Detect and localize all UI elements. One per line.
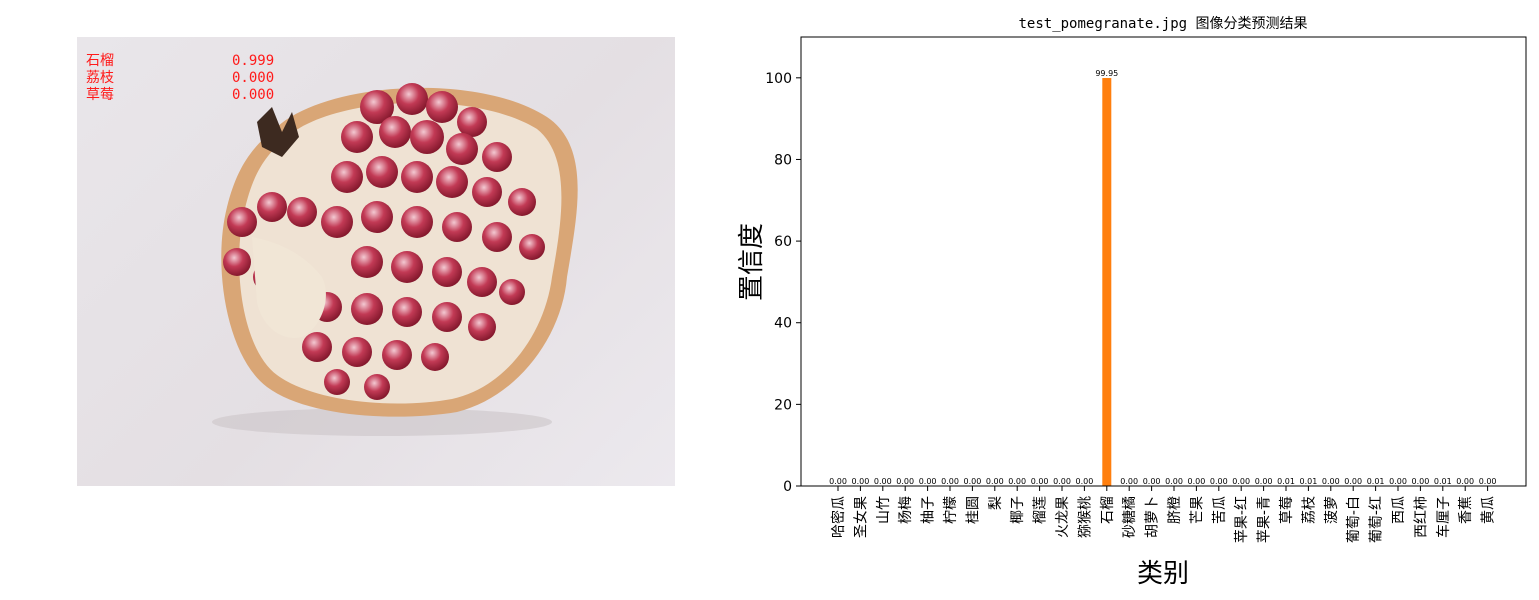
x-tick-label: 杨梅 — [898, 496, 914, 524]
x-tick-label: 车厘子 — [1435, 496, 1452, 538]
bar-value-label: 0.00 — [1187, 477, 1205, 486]
x-tick-label: 苹果-青 — [1257, 496, 1273, 543]
x-tick-label: 荔枝 — [1301, 496, 1317, 524]
fruit-photo: 石榴 0.999 荔枝 0.000 草莓 0.000 — [77, 37, 675, 486]
y-tick-label: 20 — [774, 397, 792, 413]
x-tick-label: 柠檬 — [943, 496, 959, 524]
bar-value-label: 0.00 — [1411, 477, 1429, 486]
x-tick-label: 黄瓜 — [1480, 496, 1497, 524]
seed-cluster — [223, 83, 545, 400]
bar-value-label: 0.00 — [1165, 477, 1183, 486]
x-tick-label: 芒果 — [1189, 496, 1205, 524]
y-tick-label: 80 — [774, 152, 792, 168]
y-tick-label: 0 — [783, 479, 792, 495]
bar-value-labels: 0.00 0.00 0.00 0.00 0.00 0.00 0.00 0.00 0.00 0.00… — [829, 69, 1496, 486]
plot-frame — [800, 36, 1527, 487]
prediction-score: 0.000 — [232, 87, 275, 103]
bar-value-label: 0.00 — [896, 477, 914, 486]
x-tick-label: 苹果-红 — [1234, 496, 1250, 543]
bar-value-label: 0.00 — [1053, 477, 1071, 486]
bar-value-label: 0.00 — [1031, 477, 1049, 486]
prediction-score: 0.999 — [232, 53, 275, 69]
x-tick-label: 哈密瓜 — [830, 496, 847, 538]
prediction-row: 草莓 0.000 — [86, 87, 274, 104]
prediction-score: 0.000 — [232, 70, 275, 86]
x-tick-label: 椰子 — [1010, 496, 1026, 524]
bar-value-label: 0.00 — [941, 477, 959, 486]
bar-value-label: 0.00 — [1143, 477, 1161, 486]
y-tick-label: 60 — [774, 234, 792, 250]
x-tick-label: 西瓜 — [1391, 496, 1407, 524]
x-axis-ticks: 哈密瓜 圣女果 山竹 杨梅 柚子 柠檬 桂圆梨椰子 榴莲 火龙果 猕猴桃 石榴 砂糖橘 胡萝卜 脐橙 芒果苦… — [830, 486, 1497, 543]
x-tick-label: 猕猴桃 — [1077, 496, 1093, 538]
x-tick-label: 桂圆 — [965, 496, 981, 524]
prediction-label: 石榴 — [86, 53, 114, 69]
bar-value-label: 0.00 — [1344, 477, 1362, 486]
bar-value-label: 0.00 — [874, 477, 892, 486]
confidence-bar-chart: test_pomegranate.jpg 图像分类预测结果 置信度 类别 0 20… — [737, 16, 1527, 589]
x-tick-label: 砂糖橘 — [1122, 496, 1138, 538]
bar-value-label: 0.00 — [1120, 477, 1138, 486]
x-tick-label: 菠萝 — [1324, 496, 1340, 524]
x-tick-label: 西红柿 — [1412, 496, 1429, 538]
pomegranate-illustration — [212, 83, 578, 436]
bar-value-label: 0.00 — [1232, 477, 1250, 486]
bar-value-label: 0.01 — [1367, 477, 1385, 486]
y-axis-label: 置信度 — [737, 223, 767, 301]
x-tick-label: 葡萄-白 — [1346, 496, 1362, 543]
x-tick-label: 草莓 — [1279, 496, 1295, 524]
bar — [1102, 78, 1112, 486]
x-tick-label: 柚子 — [921, 496, 937, 524]
bar-value-label: 0.00 — [1456, 477, 1474, 486]
x-axis-label: 类别 — [1137, 559, 1189, 589]
bar-value-label: 0.01 — [1299, 477, 1317, 486]
bar-value-label: 0.00 — [851, 477, 869, 486]
bar-value-label: 0.00 — [1075, 477, 1093, 486]
x-tick-label: 石榴 — [1100, 496, 1116, 524]
bars — [1102, 78, 1448, 486]
y-tick-label: 40 — [774, 316, 792, 332]
x-tick-label: 山竹 — [876, 496, 892, 524]
prediction-label: 草莓 — [86, 87, 114, 103]
y-axis-ticks: 0 20 40 60 80 100 — [765, 71, 801, 495]
y-tick-label: 100 — [765, 71, 792, 87]
chart-title: test_pomegranate.jpg 图像分类预测结果 — [1018, 16, 1307, 32]
bar-value-label: 0.00 — [1479, 477, 1497, 486]
bar-value-label: 0.00 — [1008, 477, 1026, 486]
bar-value-label: 0.01 — [1434, 477, 1452, 486]
prediction-row: 石榴 0.999 — [86, 53, 274, 70]
x-tick-label: 梨 — [988, 496, 1004, 510]
prediction-row: 荔枝 0.000 — [86, 70, 274, 87]
x-tick-label: 胡萝卜 — [1145, 496, 1161, 538]
bar-value-label: 0.00 — [1322, 477, 1340, 486]
x-tick-label: 葡萄-红 — [1369, 496, 1385, 543]
bar-value-label: 0.00 — [1255, 477, 1273, 486]
bar-value-label: 0.00 — [986, 477, 1004, 486]
x-tick-label: 脐橙 — [1167, 496, 1183, 524]
bar-value-label: 0.00 — [1210, 477, 1228, 486]
x-tick-label: 榴莲 — [1033, 496, 1049, 524]
x-tick-label: 香蕉 — [1458, 496, 1474, 524]
bar-value-label: 99.95 — [1095, 69, 1118, 78]
x-tick-label: 圣女果 — [852, 496, 869, 538]
bar-value-label: 0.01 — [1277, 477, 1295, 486]
x-tick-label: 苦瓜 — [1212, 496, 1228, 524]
bar-value-label: 0.00 — [829, 477, 847, 486]
x-tick-label: 火龙果 — [1055, 496, 1071, 538]
bar-value-label: 0.00 — [963, 477, 981, 486]
bar-value-label: 0.00 — [919, 477, 937, 486]
prediction-label: 荔枝 — [86, 70, 114, 86]
bar-value-label: 0.00 — [1389, 477, 1407, 486]
